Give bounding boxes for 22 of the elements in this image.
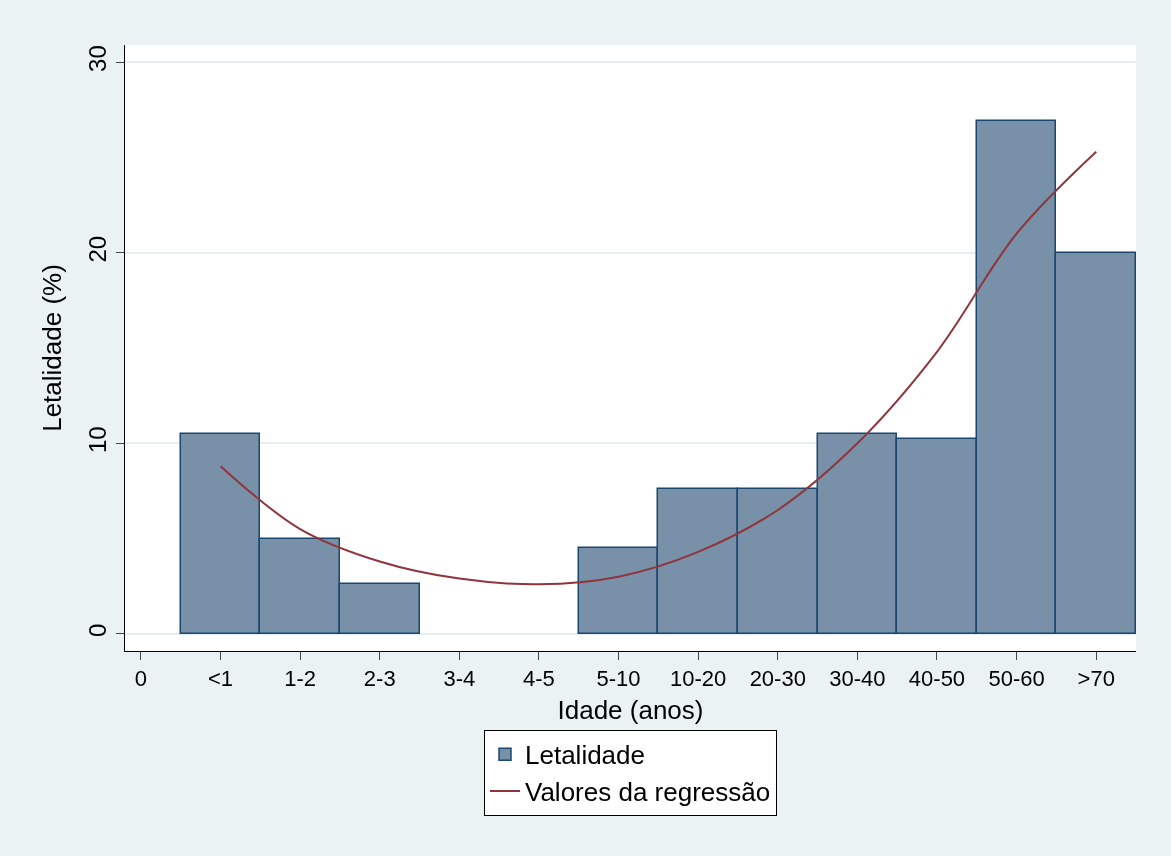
y-tick-label: 10 xyxy=(84,426,112,454)
y-tick-label: 0 xyxy=(84,623,112,637)
x-tick-label: 3-4 xyxy=(443,666,476,692)
legend-label: Valores da regressão xyxy=(525,777,771,808)
y-tick-label: 20 xyxy=(84,235,112,263)
x-tick-label: 2-3 xyxy=(363,666,396,692)
y-tick-label: 30 xyxy=(84,45,112,72)
x-tick-label: 50-60 xyxy=(988,666,1045,692)
line-series xyxy=(219,150,1098,586)
x-axis-title: Idade (anos) xyxy=(557,695,704,726)
x-tick-label: 5-10 xyxy=(596,666,641,692)
x-tick-label: 40-50 xyxy=(908,666,966,692)
x-tick-label: <1 xyxy=(207,666,234,692)
x-tick-label: 0 xyxy=(134,666,148,692)
x-tick-label: 30-40 xyxy=(829,666,886,692)
x-tick-label: 4-5 xyxy=(523,666,555,692)
y-axis-title: Letalidade (%) xyxy=(36,264,67,432)
x-tick-label: 20-30 xyxy=(749,666,806,692)
x-tick-label: >70 xyxy=(1077,666,1115,692)
x-tick-label: 1-2 xyxy=(284,666,317,692)
legend-label: Letalidade xyxy=(525,740,645,771)
x-tick-label: 10-20 xyxy=(670,666,727,692)
